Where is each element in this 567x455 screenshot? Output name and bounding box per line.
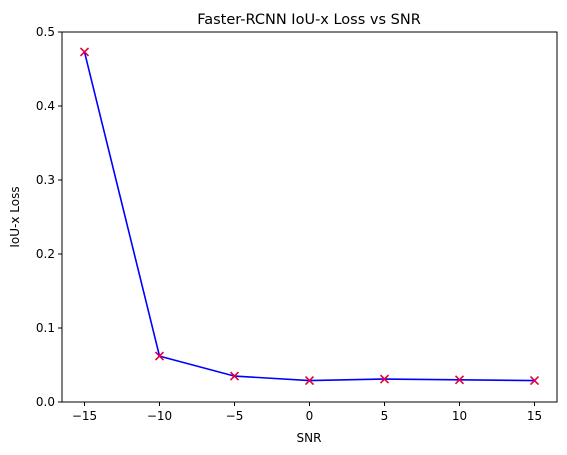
marker-stroke: [79, 47, 90, 57]
marker-stroke: [529, 375, 540, 386]
y-tick-label: 0.3: [36, 173, 55, 187]
chart-title: Faster-RCNN IoU-x Loss vs SNR: [197, 12, 421, 28]
data-point-marker: [304, 375, 315, 386]
data-point-marker: [229, 371, 240, 381]
data-point-marker: [529, 375, 540, 386]
y-tick-label: 0.4: [36, 99, 55, 113]
marker-stroke: [454, 375, 465, 385]
x-tick-label: −5: [226, 409, 244, 423]
y-tick-label: 0.5: [36, 25, 55, 39]
x-axis: −15 −10 −5 0 5 10 15: [72, 402, 542, 423]
x-axis-label: SNR: [297, 431, 322, 445]
marker-stroke: [154, 351, 165, 361]
y-tick-label: 0.1: [36, 321, 55, 335]
y-tick-label: 0.0: [36, 395, 55, 409]
x-tick-label: −15: [72, 409, 97, 423]
x-tick-label: 15: [527, 409, 542, 423]
data-point-marker: [379, 374, 390, 384]
plot-area: −15 −10 −5 0 5 10 15 0.0 0.1 0.2 0.3 0.4 0.5: [36, 25, 558, 423]
marker-stroke: [229, 371, 240, 381]
series-group: [79, 47, 540, 386]
data-point-marker: [79, 47, 90, 57]
marker-stroke: [304, 375, 315, 386]
x-tick-label: 5: [381, 409, 389, 423]
marker-stroke: [379, 374, 390, 384]
x-tick-label: −10: [147, 409, 172, 423]
y-axis-label: IoU-x Loss: [8, 186, 22, 247]
x-tick-label: 10: [452, 409, 467, 423]
plot-frame: [61, 31, 558, 403]
x-tick-label: 0: [306, 409, 314, 423]
data-point-marker: [454, 375, 465, 385]
data-point-marker: [154, 351, 165, 361]
y-axis: 0.0 0.1 0.2 0.3 0.4 0.5: [36, 25, 62, 409]
y-tick-label: 0.2: [36, 247, 55, 261]
